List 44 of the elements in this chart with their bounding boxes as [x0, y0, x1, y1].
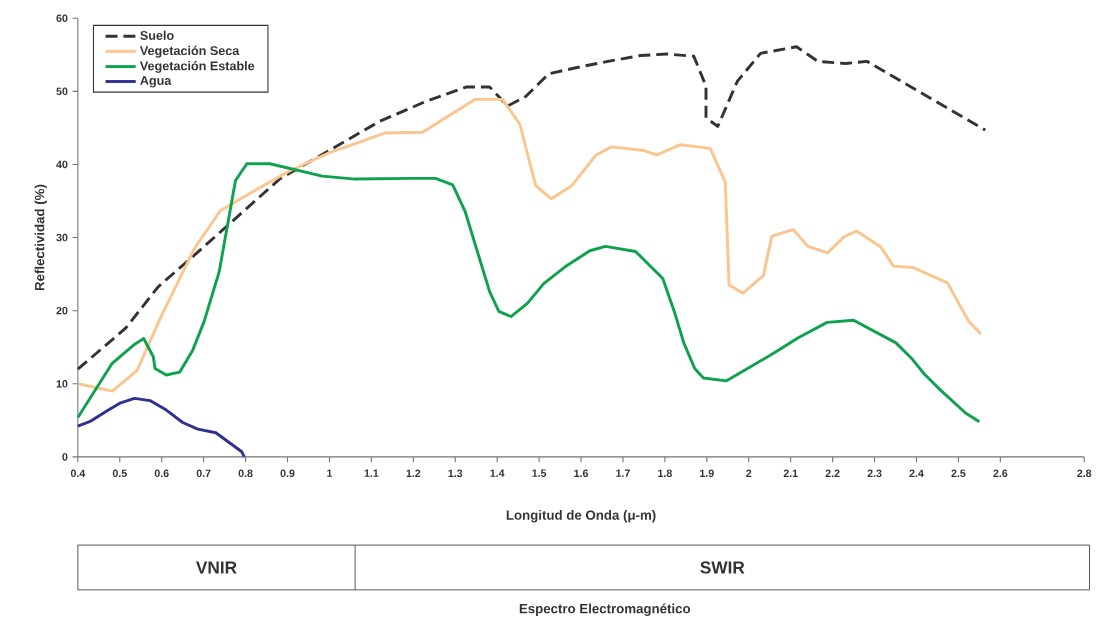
x-tick-label: 1.4 [490, 469, 505, 477]
legend-label: Vegetación Seca [139, 45, 240, 58]
x-tick-label: 1.7 [616, 469, 630, 477]
x-tick-label: 1.3 [448, 469, 463, 478]
x-tick-label: 0.4 [70, 469, 86, 478]
x-tick-label: 2.1 [783, 469, 798, 478]
y-tick-label: 50 [56, 87, 68, 96]
text: Espectro Electromagnético [519, 603, 691, 617]
x-tick-label: 2.2 [825, 469, 840, 478]
y-tick-label: 30 [56, 233, 68, 242]
line-series [76, 98, 983, 393]
legend-label: Agua [140, 76, 172, 88]
x-tick-label: 0.6 [154, 469, 169, 478]
y-axis-title: Reflectividad (%) [34, 184, 47, 291]
x-tick-label: 1 [327, 469, 333, 477]
x-tick-label: 2.3 [867, 469, 882, 478]
x-tick-label: 1.6 [574, 469, 589, 478]
x-tick-label: 0.5 [112, 469, 127, 478]
x-tick-label: 2.5 [951, 469, 966, 478]
line-series [76, 45, 987, 371]
x-tick-label: 0.9 [280, 469, 295, 478]
legend-label: Suelo [140, 30, 174, 41]
x-tick-label: 0.8 [238, 469, 253, 478]
x-tick-label: 2.6 [993, 469, 1008, 478]
x-axis-title: Longitud de Onda (μ-m) [506, 510, 656, 523]
x-tick-label: 1.5 [532, 469, 547, 478]
x-tick-label: 1.9 [700, 469, 714, 478]
y-tick-label: 0 [62, 453, 68, 461]
y-tick-label: 10 [56, 380, 68, 388]
text: SWIR [700, 561, 745, 574]
y-tick-label: 40 [56, 160, 68, 169]
x-tick-label: 0.7 [196, 469, 211, 478]
legend-label: Vegetación Estable [139, 61, 255, 74]
y-tick-label: 60 [56, 14, 68, 23]
x-tick-label: 1.1 [364, 469, 379, 477]
y-tick-label: 20 [56, 307, 68, 315]
x-tick-label: 1.8 [658, 469, 672, 478]
x-tick-label: 1.2 [406, 469, 421, 478]
x-tick-label: 2.8 [1077, 469, 1092, 478]
line-series [76, 162, 981, 424]
x-tick-label: 2.4 [909, 469, 924, 478]
line-series [76, 397, 246, 459]
x-tick-label: 2 [746, 469, 752, 478]
text: VNIR [196, 561, 237, 574]
